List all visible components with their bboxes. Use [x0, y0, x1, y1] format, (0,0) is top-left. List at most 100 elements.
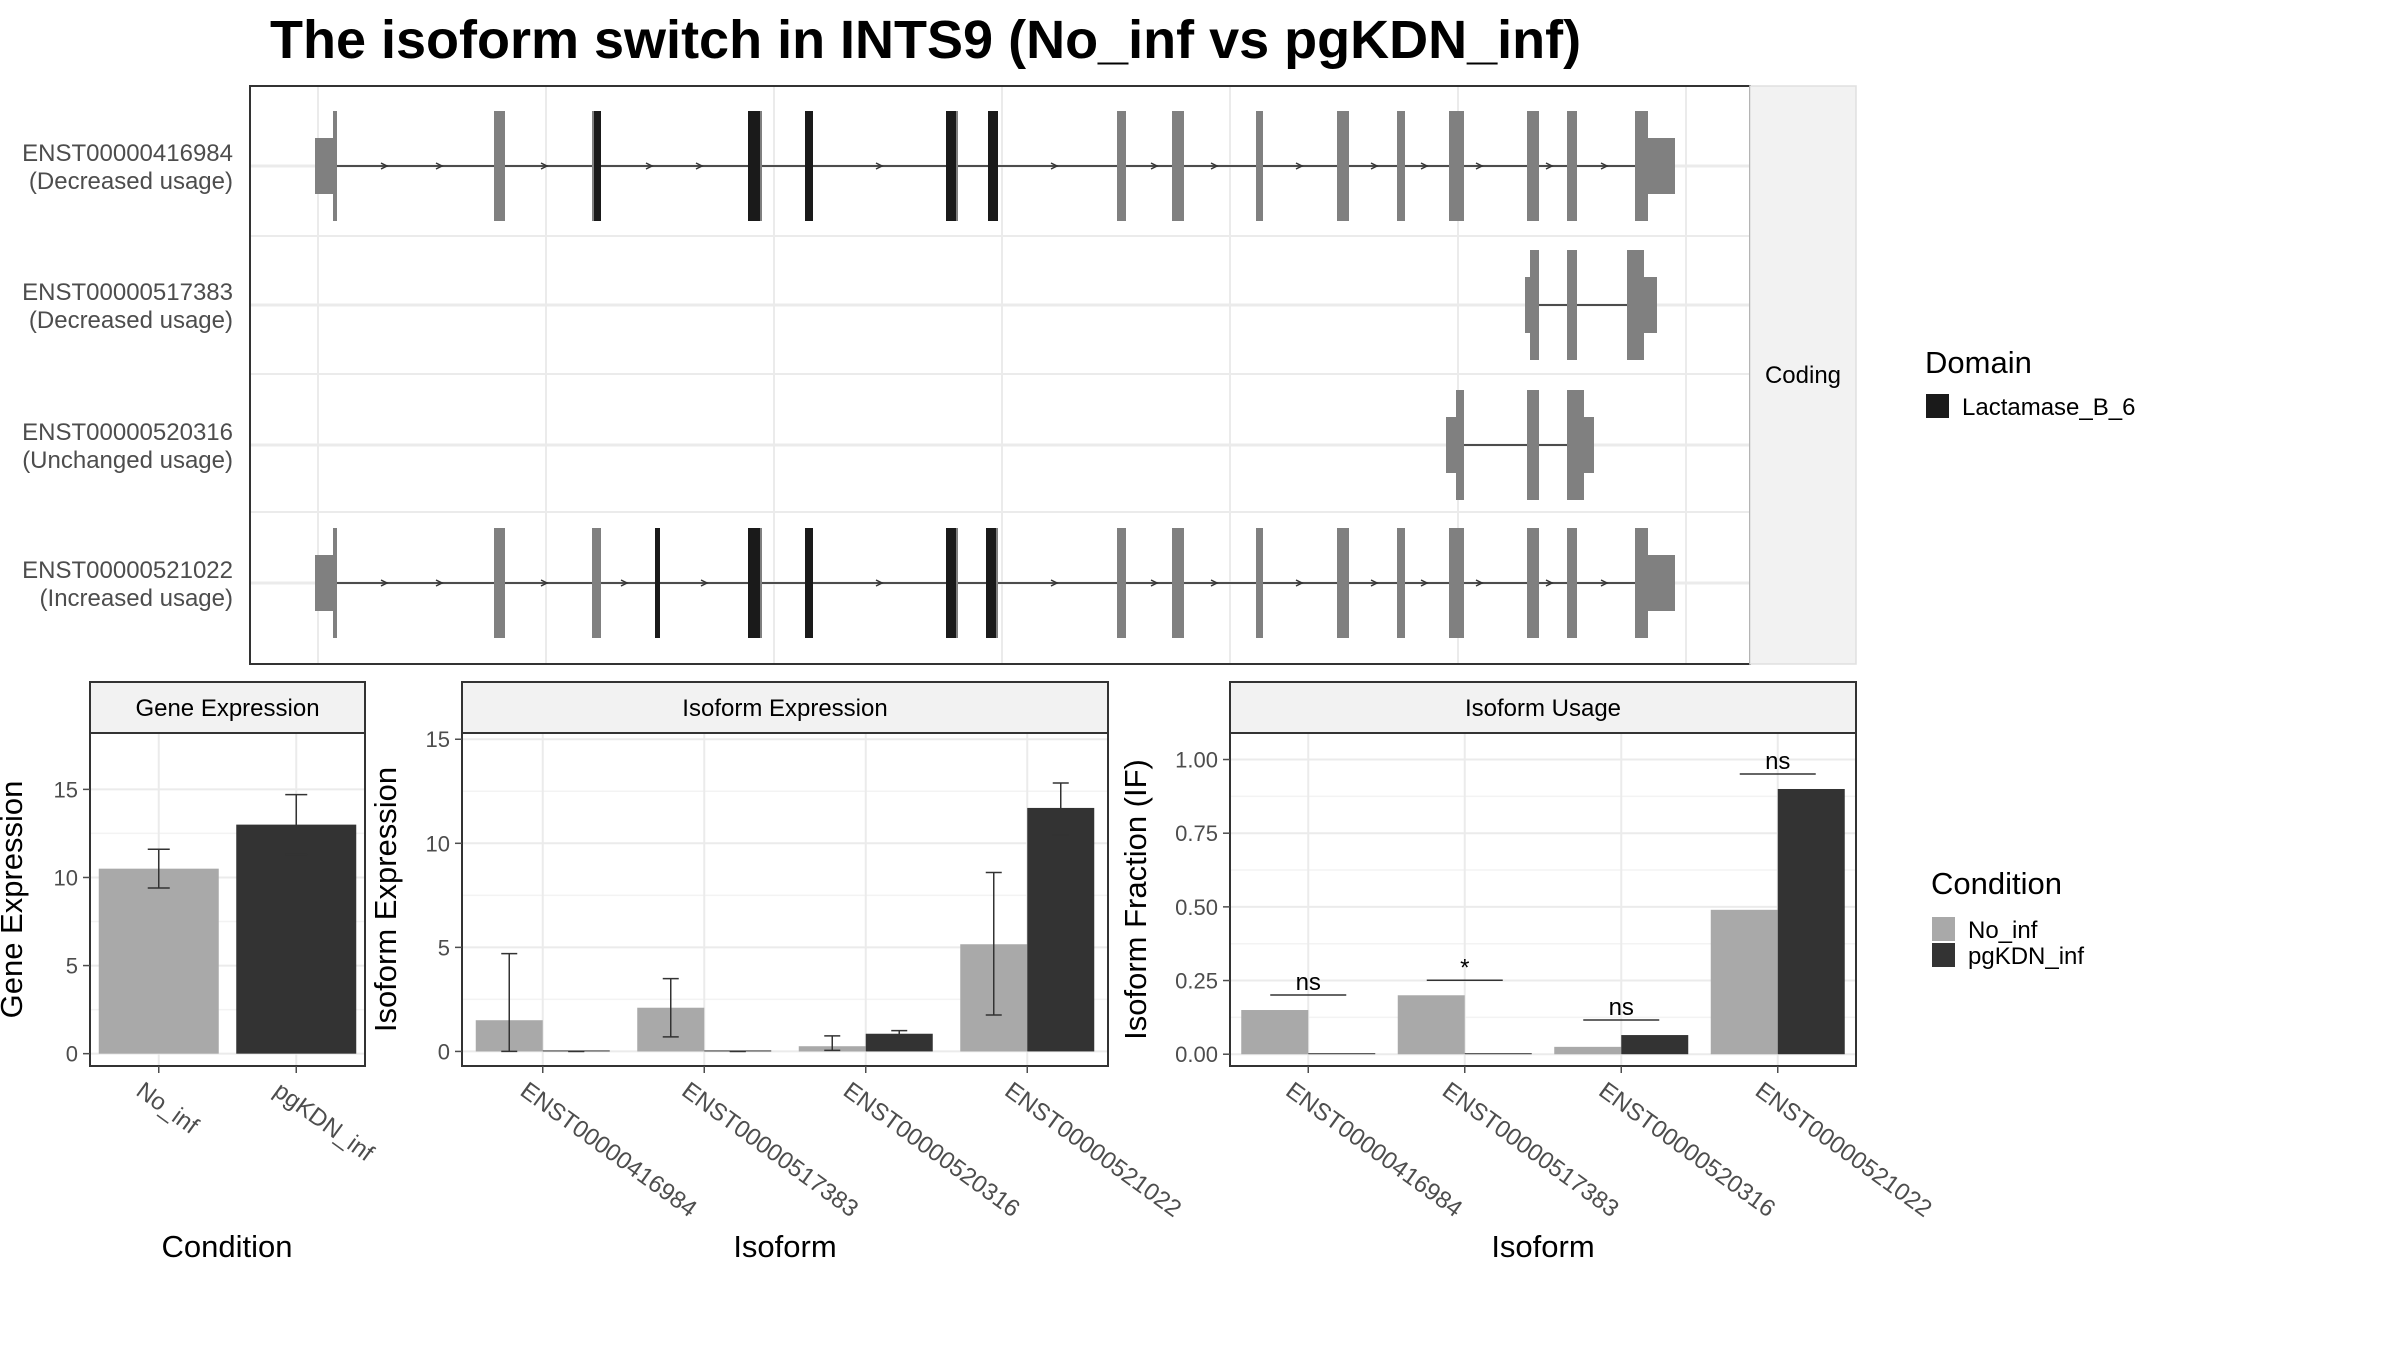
- coding-exon: [494, 111, 505, 221]
- intron-direction-arrow: [1370, 162, 1379, 170]
- y-tick-label: 15: [426, 727, 450, 752]
- utr-exon: [1525, 277, 1530, 333]
- coding-exon: [1256, 111, 1263, 221]
- intron-direction-arrow: [1050, 579, 1059, 587]
- utr-exon: [315, 138, 336, 194]
- intron-direction-arrow: [875, 162, 884, 170]
- y-axis-title: Isoform Expression: [368, 767, 403, 1032]
- intron-direction-arrow: [1050, 162, 1059, 170]
- domain-exon-lactamase: [655, 528, 660, 638]
- coding-exon: [1567, 111, 1577, 221]
- intron-direction-arrow: [435, 579, 444, 587]
- domain-exon-lactamase: [986, 528, 996, 638]
- intron-direction-arrow: [1370, 579, 1379, 587]
- x-axis-title: Isoform: [733, 1229, 836, 1264]
- y-tick-label: 0: [438, 1039, 450, 1064]
- utr-exon: [1648, 138, 1675, 194]
- coding-exon: [1397, 528, 1405, 638]
- intron-direction-arrow: [1210, 579, 1219, 587]
- coding-strip-label: Coding: [1765, 362, 1841, 389]
- y-tick-label: 15: [54, 777, 78, 802]
- intron-direction-arrow: [435, 162, 444, 170]
- coding-exon: [1337, 528, 1349, 638]
- coding-strip-box: [1749, 85, 1857, 665]
- coding-exon: [1449, 111, 1464, 221]
- domain-exon-lactamase: [748, 111, 760, 221]
- panel-strip: [1229, 681, 1857, 734]
- significance-label: ns: [1296, 969, 1321, 996]
- x-tick-label: ENST00000416984: [515, 1077, 701, 1223]
- gene-expression-panel: Gene Expression 0 5 10 15 No_inf pgKDN_inf Cond…: [0, 681, 379, 1264]
- intron-direction-arrow: [695, 162, 704, 170]
- coding-exon: [333, 111, 337, 221]
- intron-direction-arrow: [1295, 162, 1304, 170]
- panel-strip-label: Gene Expression: [135, 695, 319, 722]
- coding-exon: [1527, 111, 1539, 221]
- isoform-expression-panel: Isoform Expression051015ENST00000416984E…: [368, 681, 1186, 1264]
- x-tick-label: ENST00000520316: [838, 1077, 1024, 1223]
- utr-exon: [1446, 417, 1456, 473]
- isoform-row-usage: (Unchanged usage): [22, 447, 233, 474]
- coding-exon: [1172, 111, 1184, 221]
- intron-direction-arrow: [1545, 162, 1554, 170]
- bar-no-inf: [1397, 995, 1465, 1055]
- bar-pgkdn-inf: [1308, 1053, 1376, 1055]
- panel-strip-label: Isoform Expression: [682, 695, 887, 722]
- coding-exon: [1635, 528, 1648, 638]
- y-tick-label: 1.00: [1175, 748, 1218, 773]
- coding-exon: [1567, 250, 1577, 360]
- intron-direction-arrow: [1475, 579, 1484, 587]
- coding-exon: [1397, 111, 1405, 221]
- x-tick-label: No_inf: [131, 1077, 203, 1140]
- bar-no-inf: [1710, 909, 1778, 1055]
- y-tick-label: 5: [66, 954, 78, 979]
- domain-exon-lactamase: [748, 528, 760, 638]
- bar-pgkdn-inf: [1621, 1035, 1689, 1055]
- condition-legend-label: No_inf: [1968, 917, 2038, 944]
- intron-direction-arrow: [1210, 162, 1219, 170]
- y-tick-label: 10: [54, 865, 78, 890]
- coding-exon: [333, 528, 337, 638]
- condition-legend-label: pgKDN_inf: [1968, 943, 2084, 970]
- isoform-row-id: ENST00000416984: [22, 140, 233, 167]
- intron-direction-arrow: [380, 162, 389, 170]
- x-axis-title: Isoform: [1491, 1229, 1594, 1264]
- y-tick-label: 0.50: [1175, 895, 1218, 920]
- bar-no-inf: [1241, 1010, 1309, 1055]
- coding-exon: [1456, 390, 1464, 500]
- intron-direction-arrow: [1475, 162, 1484, 170]
- isoform-row-id: ENST00000517383: [22, 279, 233, 306]
- bar-pgkdn-inf: [236, 824, 357, 1054]
- y-tick-label: 5: [438, 935, 450, 960]
- intron-direction-arrow: [1420, 579, 1429, 587]
- domain-legend-label: Lactamase_B_6: [1962, 394, 2135, 421]
- isoform-row-usage: (Increased usage): [40, 585, 233, 612]
- domain-exon-lactamase: [946, 528, 956, 638]
- domain-exon-lactamase: [594, 111, 601, 221]
- coding-exon: [1635, 111, 1648, 221]
- coding-exon: [1627, 250, 1644, 360]
- condition-legend-swatch: [1932, 917, 1955, 941]
- isoform-row-usage: (Decreased usage): [29, 168, 233, 195]
- intron-direction-arrow: [1420, 162, 1429, 170]
- domain-legend-title: Domain: [1925, 345, 2032, 380]
- intron-direction-arrow: [540, 162, 549, 170]
- y-tick-label: 0.00: [1175, 1042, 1218, 1067]
- bar-pgkdn-inf: [1027, 807, 1095, 1052]
- coding-exon: [1337, 111, 1349, 221]
- domain-legend-swatch: [1926, 394, 1949, 418]
- isoform-usage-panel: ns * ns ns Isoform Usage 0.00 0.25 0.50 0.75 1.00…: [1118, 681, 1937, 1264]
- significance-label: ns: [1765, 748, 1790, 775]
- bar-pgkdn-inf: [865, 1033, 933, 1052]
- isoform-row-id: ENST00000521022: [22, 557, 233, 584]
- intron-direction-arrow: [620, 579, 629, 587]
- transcript-structure-panel: Coding ENST00000416984(Decreased usage) EN…: [22, 85, 1857, 665]
- domain-exon-lactamase: [946, 111, 956, 221]
- coding-exon: [1117, 528, 1126, 638]
- intron-direction-arrow: [380, 579, 389, 587]
- bar-no-inf: [98, 868, 219, 1054]
- coding-exon: [592, 528, 601, 638]
- y-tick-label: 0.25: [1175, 969, 1218, 994]
